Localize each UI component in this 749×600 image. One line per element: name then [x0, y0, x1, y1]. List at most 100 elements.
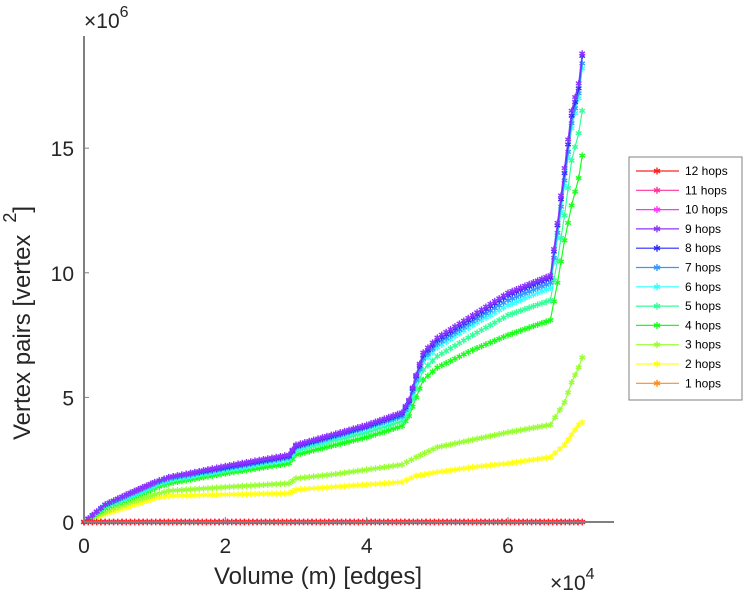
- data-point: [451, 440, 459, 447]
- data-point: [487, 432, 494, 440]
- data-point: [543, 298, 550, 305]
- legend-label: 9 hops: [685, 222, 721, 236]
- legend-label: 8 hops: [685, 241, 721, 255]
- legend-item: 5 hops: [636, 299, 721, 313]
- series-8-hops: [80, 52, 586, 526]
- y-tick-label: 5: [62, 387, 74, 410]
- data-point: [413, 371, 420, 379]
- data-point: [367, 420, 375, 427]
- x-axis-label: Volume (m) [edges]: [214, 563, 422, 590]
- data-point: [151, 491, 158, 498]
- data-point: [575, 80, 582, 87]
- data-point: [429, 368, 436, 375]
- data-point: [513, 328, 520, 336]
- data-point: [547, 316, 554, 324]
- data-point: [538, 299, 546, 307]
- data-point: [147, 492, 154, 500]
- data-point: [156, 490, 163, 497]
- data-point: [509, 310, 516, 317]
- series-line: [83, 53, 583, 523]
- data-point: [408, 474, 415, 482]
- y-tick-label: 0: [62, 512, 74, 535]
- data-point: [568, 157, 575, 164]
- data-point: [429, 357, 436, 365]
- data-point: [465, 437, 472, 444]
- legend-label: 4 hops: [685, 318, 721, 332]
- data-point: [345, 426, 353, 433]
- data-point: [385, 413, 392, 421]
- data-point: [89, 511, 96, 519]
- data-point: [332, 430, 339, 437]
- legend-item: 8 hops: [636, 241, 721, 255]
- data-point: [500, 430, 507, 437]
- data-point: [561, 399, 568, 406]
- y-tick-label: 15: [51, 138, 74, 161]
- data-point: [534, 321, 541, 328]
- legend-label: 12 hops: [685, 164, 728, 178]
- data-point: [473, 435, 481, 443]
- data-point: [556, 445, 563, 453]
- data-point: [504, 331, 512, 339]
- data-point: [469, 331, 476, 339]
- data-point: [491, 319, 498, 326]
- data-point: [568, 431, 575, 438]
- data-point: [465, 349, 472, 356]
- data-point: [547, 421, 554, 428]
- data-point: [500, 314, 507, 321]
- legend-label: 6 hops: [685, 280, 721, 294]
- legend-box: [628, 156, 743, 401]
- data-point: [469, 436, 476, 443]
- data-point: [424, 362, 432, 369]
- data-point: [363, 421, 370, 428]
- data-point: [443, 359, 450, 367]
- data-point: [575, 130, 582, 137]
- data-point: [398, 409, 406, 416]
- data-point: [487, 321, 494, 329]
- legend-item: 1 hops: [636, 376, 721, 390]
- data-point: [434, 444, 441, 451]
- data-point: [424, 372, 432, 379]
- legend-marker-icon: [653, 379, 661, 387]
- data-point: [390, 412, 397, 419]
- data-point: [314, 435, 322, 442]
- data-point: [579, 419, 586, 426]
- data-point: [319, 434, 326, 441]
- legend-label: 1 hops: [685, 376, 721, 390]
- data-point: [297, 440, 304, 447]
- data-point: [521, 325, 529, 333]
- legend-item: 12 hops: [636, 164, 728, 178]
- x-ticks: 0 2 4 6: [78, 517, 514, 558]
- data-point: [509, 330, 516, 337]
- data-point: [289, 446, 296, 453]
- data-point: [424, 344, 432, 351]
- data-point: [465, 334, 472, 341]
- data-point: [451, 342, 459, 349]
- data-point: [568, 107, 575, 114]
- data-point: [447, 357, 454, 365]
- data-point: [372, 418, 379, 425]
- data-point: [568, 202, 575, 209]
- data-point: [306, 437, 313, 445]
- legend-label: 5 hops: [685, 299, 721, 313]
- data-point: [402, 402, 409, 410]
- data-point: [496, 430, 503, 438]
- legend-marker-icon: [653, 302, 661, 310]
- y-axis-label: Vertex pairs [vertex2]: [0, 206, 36, 440]
- data-point: [572, 93, 579, 101]
- data-point: [143, 493, 150, 501]
- data-point: [409, 384, 416, 391]
- legend-marker-icon: [653, 244, 661, 252]
- legend-item: 9 hops: [636, 222, 721, 236]
- x-tick-label: 6: [502, 535, 514, 558]
- data-point: [350, 425, 357, 432]
- data-point: [381, 415, 388, 422]
- data-point: [405, 396, 413, 404]
- data-point: [526, 304, 533, 311]
- data-point: [456, 339, 463, 347]
- series-2-hops: [80, 419, 586, 526]
- data-point: [160, 475, 168, 482]
- y-tick-label: 10: [51, 263, 74, 286]
- data-point: [97, 504, 105, 512]
- data-point: [547, 296, 554, 304]
